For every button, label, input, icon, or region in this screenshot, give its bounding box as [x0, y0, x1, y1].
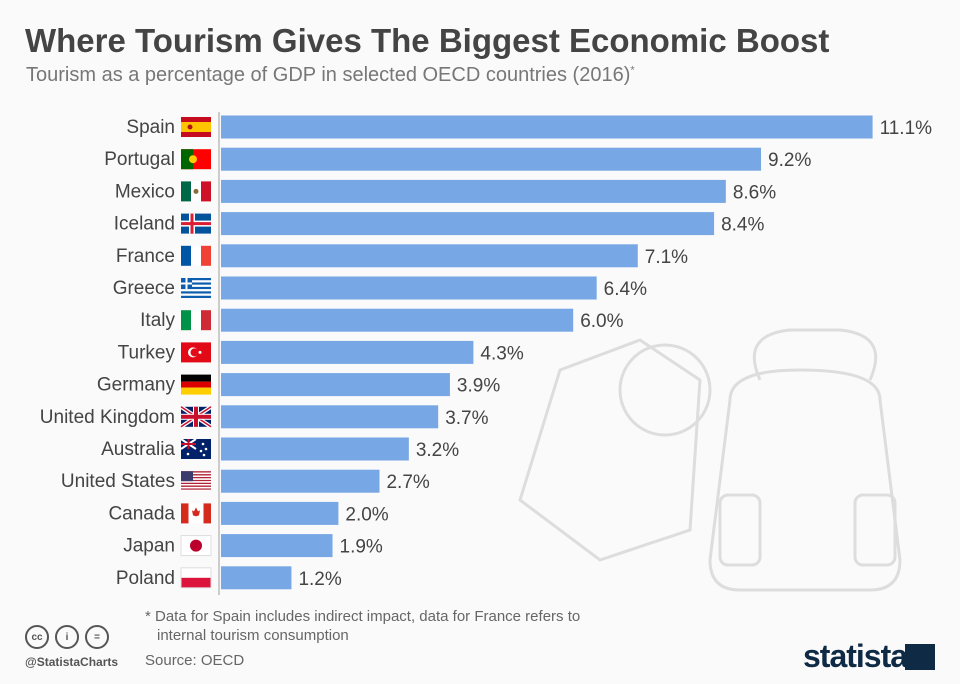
bar-turkey [221, 340, 474, 364]
background-illustration [518, 328, 902, 592]
value-label: 3.7% [445, 408, 488, 429]
statista-logo[interactable]: statista [803, 638, 908, 674]
map-icon [518, 338, 702, 562]
flag-spain-icon [181, 117, 211, 137]
value-label: 2.7% [386, 472, 429, 493]
flag-germany-icon [181, 374, 211, 395]
category-label: Australia [101, 439, 175, 460]
category-label: Poland [116, 568, 175, 589]
backpack-pocket-right [853, 493, 897, 567]
flag-mexico-icon [181, 181, 211, 202]
value-label: 3.2% [416, 440, 459, 461]
category-label: France [116, 246, 175, 267]
source: Source: OECD [145, 652, 245, 669]
bar-italy [221, 308, 574, 332]
bar-japan [221, 534, 333, 558]
bar-united-kingdom [221, 405, 439, 429]
flag-greece-icon [181, 278, 211, 298]
category-label: Italy [140, 310, 175, 331]
footnote-line-1: * Data for Spain includes indirect impac… [145, 608, 581, 625]
category-label: Canada [108, 503, 175, 524]
footnote: * Data for Spain includes indirect impac… [145, 607, 580, 645]
category-label: United Kingdom [40, 407, 175, 428]
value-label: 1.2% [298, 569, 341, 590]
bar-spain [221, 115, 873, 139]
value-label: 1.9% [340, 537, 383, 558]
bar-iceland [221, 212, 715, 236]
chart-title: Where Tourism Gives The Biggest Economic… [25, 22, 830, 59]
value-label: 9.2% [768, 150, 811, 171]
category-label: United States [61, 471, 175, 492]
value-label: 11.1% [880, 118, 933, 139]
value-label: 8.4% [721, 215, 764, 236]
value-label: 2.0% [345, 504, 388, 525]
bar-canada [221, 501, 339, 525]
value-label: 4.3% [480, 343, 523, 364]
bar-united-states [221, 469, 380, 493]
flag-canada-icon [181, 503, 211, 524]
footnote-line-2: internal tourism consumption [157, 627, 349, 644]
subtitle-asterisk: * [630, 64, 635, 77]
category-label: Mexico [115, 181, 175, 202]
nd-icon: = [85, 625, 109, 649]
subtitle-text: Tourism as a percentage of GDP in select… [26, 64, 631, 86]
by-icon: i [55, 625, 79, 649]
flag-france-icon [181, 245, 211, 266]
statista-logo-mark-icon [905, 644, 935, 670]
license-icons: cc i = [25, 625, 109, 649]
bar-france [221, 244, 638, 268]
bar-australia [221, 437, 409, 461]
flag-iceland-icon [181, 213, 211, 234]
flag-australia-icon [180, 438, 211, 459]
backpack-icon [708, 368, 902, 592]
value-label: 6.0% [580, 311, 623, 332]
category-label: Greece [113, 278, 175, 299]
value-label: 3.9% [457, 376, 500, 397]
category-label: Portugal [104, 149, 175, 170]
bar-poland [221, 566, 292, 590]
value-label: 8.6% [733, 182, 776, 203]
category-label: Spain [126, 117, 175, 138]
flag-poland-icon [180, 567, 212, 589]
category-label: Germany [97, 375, 176, 396]
compass-icon [618, 343, 712, 437]
backpack-handle [752, 328, 878, 381]
category-label: Japan [123, 536, 175, 557]
flag-portugal-icon [181, 149, 211, 170]
bar-mexico [221, 179, 726, 203]
flag-italy-icon [181, 310, 211, 331]
flag-turkey-icon [181, 342, 211, 363]
bar-germany [221, 373, 450, 397]
bar-portugal [221, 147, 762, 171]
flag-japan-icon [180, 535, 212, 557]
flag-united-states-icon [181, 471, 211, 492]
value-label: 7.1% [645, 247, 688, 268]
category-label: Turkey [118, 342, 176, 363]
flag-united-kingdom-icon [179, 405, 213, 429]
value-label: 6.4% [604, 279, 647, 300]
twitter-handle[interactable]: @StatistaCharts [25, 655, 119, 669]
bar-greece [221, 276, 597, 300]
category-label: Iceland [114, 214, 175, 235]
cc-icon: cc [25, 625, 49, 649]
backpack-pocket-left [718, 493, 762, 567]
chart-subtitle: Tourism as a percentage of GDP in select… [26, 64, 635, 87]
